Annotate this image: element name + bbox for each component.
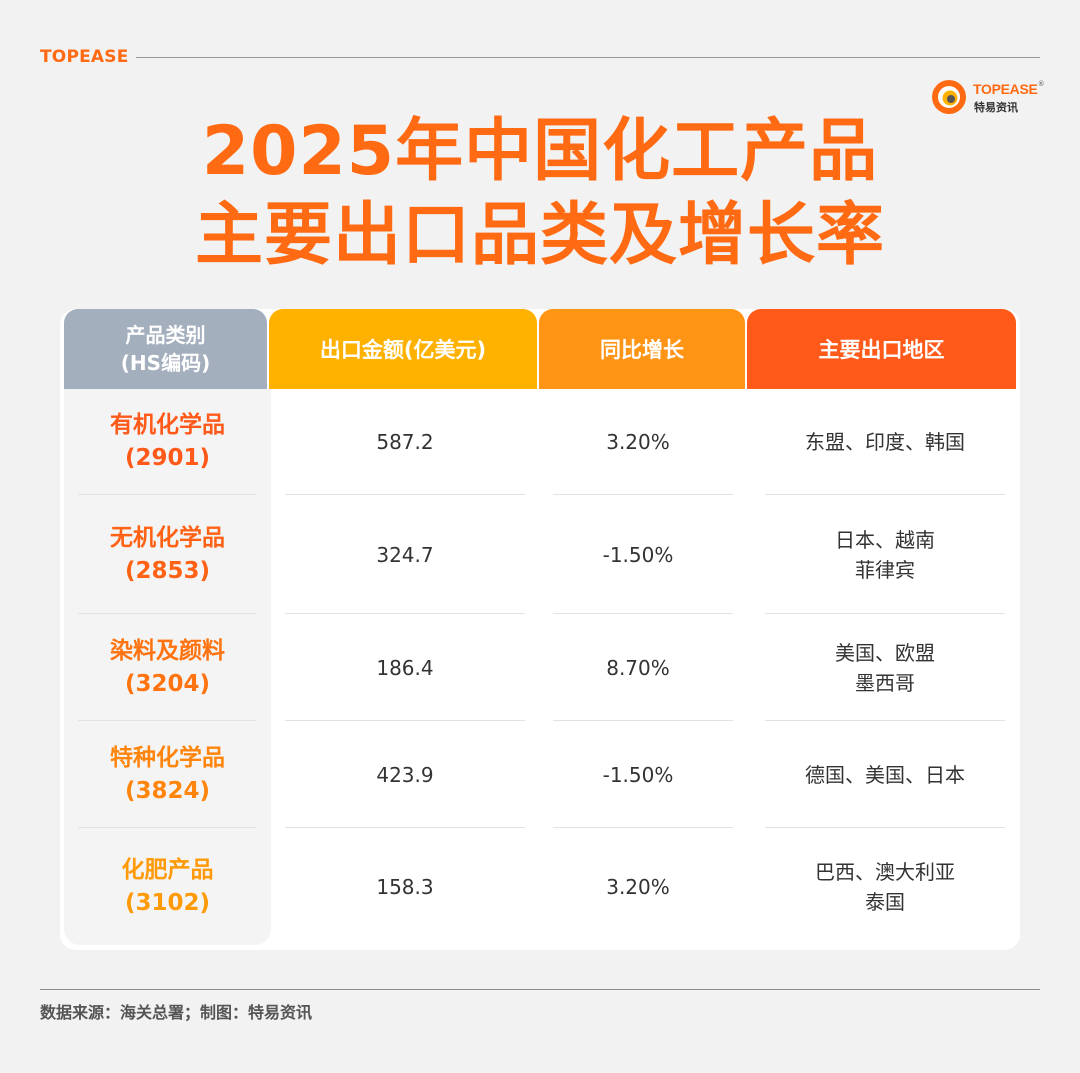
header-category: 产品类别 (HS编码) [64,309,267,389]
table-row: 无机化学品 (2853) 324.7 -1.50% 日本、越南 菲律宾 [60,495,1020,614]
page-title: 2025年中国化工产品 主要出口品类及增长率 [0,110,1080,278]
title-line-1: 2025年中国化工产品 [201,112,879,191]
amount-cell: 324.7 [376,542,434,567]
row-divider [78,827,256,828]
row-divider [285,720,525,721]
region-cell: 日本、越南 菲律宾 [835,527,935,582]
region-cell: 美国、欧盟 墨西哥 [835,640,935,695]
growth-cell: 3.20% [606,430,670,454]
region-cell: 德国、美国、日本 [805,762,965,787]
row-divider [78,494,256,495]
amount-cell: 423.9 [376,762,434,787]
table-row: 特种化学品 (3824) 423.9 -1.50% 德国、美国、日本 [60,721,1020,828]
growth-cell: 8.70% [606,655,670,680]
table-row: 染料及颜料 (3204) 186.4 8.70% 美国、欧盟 墨西哥 [60,614,1020,721]
region-cell: 东盟、印度、韩国 [805,430,965,454]
category-cell: 无机化学品 (2853) [110,524,225,584]
row-divider [553,613,733,614]
row-divider [765,827,1005,828]
row-divider [285,613,525,614]
logo-wordmark: TOPEASE® [973,81,1044,97]
top-divider [136,57,1040,58]
row-divider [285,827,525,828]
bottom-divider [40,989,1040,990]
row-divider [765,720,1005,721]
category-cell: 化肥产品 (3102) [121,856,214,916]
row-divider [553,494,733,495]
category-cell: 有机化学品 (2901) [110,412,225,471]
table-row: 化肥产品 (3102) 158.3 3.20% 巴西、澳大利亚 泰国 [60,828,1020,945]
row-divider [78,613,256,614]
growth-cell: -1.50% [602,762,674,787]
table-row: 有机化学品 (2901) 587.2 3.20% 东盟、印度、韩国 [60,389,1020,495]
header-growth: 同比增长 [539,309,745,389]
logo-subtitle: 特易资讯 [974,101,1018,114]
row-divider [765,613,1005,614]
row-divider [553,720,733,721]
brand-label: TOPEASE [40,47,129,67]
source-note: 数据来源：海关总署；制图：特易资讯 [40,1003,313,1022]
growth-cell: 3.20% [606,874,670,899]
amount-cell: 186.4 [376,655,434,680]
row-divider [553,827,733,828]
topease-logo: TOPEASE® 特易资讯 [930,78,1044,116]
export-table: 产品类别 (HS编码) 出口金额(亿美元) 同比增长 主要出口地区 有机化学品(… [60,309,1020,950]
header-amount: 出口金额(亿美元) [269,309,537,389]
category-column-bg [64,389,271,945]
title-line-2: 主要出口品类及增长率 [194,196,885,275]
category-cell: 特种化学品 (3824) [110,744,225,804]
region-cell: 巴西、澳大利亚 泰国 [815,859,955,914]
category-cell: 染料及颜料 (3204) [110,637,225,697]
header-regions: 主要出口地区 [747,309,1016,389]
row-divider [78,720,256,721]
amount-cell: 587.2 [376,430,434,454]
topease-logo-icon [932,80,966,114]
row-divider [765,494,1005,495]
row-divider [285,494,525,495]
growth-cell: -1.50% [602,542,674,567]
amount-cell: 158.3 [376,874,434,899]
